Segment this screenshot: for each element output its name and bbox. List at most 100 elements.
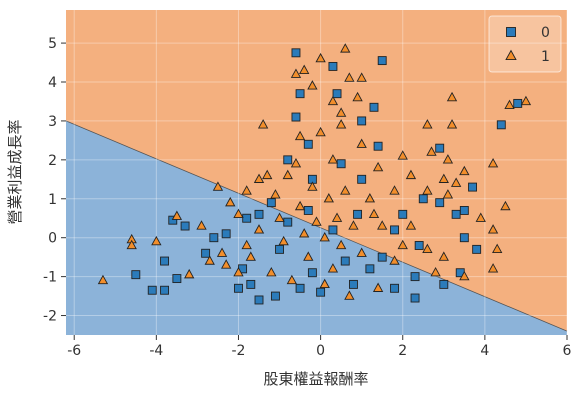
point <box>336 159 346 169</box>
point <box>172 274 182 284</box>
point <box>242 213 252 223</box>
point <box>357 116 367 126</box>
point <box>439 279 449 289</box>
point <box>365 264 375 274</box>
y-tick-label: -1 <box>43 270 57 286</box>
point <box>340 185 351 195</box>
point <box>168 215 178 225</box>
point <box>316 287 326 297</box>
point <box>294 130 306 141</box>
point <box>438 251 449 261</box>
point <box>257 119 269 129</box>
point <box>331 212 343 222</box>
point <box>151 235 162 246</box>
point <box>283 155 293 165</box>
point <box>245 251 256 261</box>
point <box>349 279 358 289</box>
point <box>274 212 285 222</box>
point <box>344 72 355 82</box>
point <box>254 295 264 305</box>
point <box>377 56 387 66</box>
point <box>283 217 293 227</box>
point <box>459 233 469 243</box>
point <box>97 274 109 285</box>
point <box>201 248 211 258</box>
point <box>126 239 137 250</box>
legend-label: 0 <box>541 25 550 41</box>
point <box>233 208 244 218</box>
point <box>294 200 306 211</box>
point <box>340 43 351 53</box>
point <box>414 241 424 250</box>
point <box>233 266 244 277</box>
point <box>451 209 461 219</box>
point <box>291 48 301 58</box>
point <box>513 98 523 108</box>
point <box>459 165 470 176</box>
point <box>171 210 183 220</box>
point <box>426 146 437 156</box>
point <box>328 225 338 235</box>
point <box>390 283 399 293</box>
point <box>410 272 420 282</box>
point <box>319 231 330 242</box>
y-axis-label: 營業利益成長率 <box>6 119 24 224</box>
point <box>389 185 400 195</box>
point <box>290 158 302 168</box>
point <box>282 169 293 180</box>
point <box>204 255 215 265</box>
point <box>311 216 322 226</box>
point <box>295 283 305 293</box>
point <box>291 112 301 122</box>
x-tick-label: 6 <box>563 343 572 359</box>
x-tick-label: -4 <box>149 343 163 359</box>
point <box>160 256 170 266</box>
point <box>327 154 339 164</box>
point <box>327 263 339 273</box>
point <box>500 200 511 211</box>
legend-marker <box>506 27 516 37</box>
point <box>303 139 313 149</box>
point <box>234 283 243 293</box>
point <box>442 189 454 199</box>
point <box>270 291 280 301</box>
point <box>492 243 503 254</box>
point <box>344 290 355 300</box>
point <box>335 239 347 250</box>
y-tick-label: 2 <box>48 153 57 169</box>
point <box>446 91 458 102</box>
point <box>397 239 408 250</box>
point <box>372 161 384 172</box>
point <box>220 259 232 269</box>
point <box>487 224 499 234</box>
x-tick-label: -2 <box>231 343 245 359</box>
x-tick-label: 0 <box>316 343 325 359</box>
point <box>472 244 482 254</box>
point <box>221 229 231 239</box>
point <box>435 143 445 153</box>
point <box>131 270 141 280</box>
legend-label: 1 <box>541 49 550 65</box>
point <box>368 208 380 218</box>
point <box>332 89 342 99</box>
point <box>468 182 477 192</box>
legend-box <box>488 15 562 73</box>
legend-marker <box>505 49 517 61</box>
y-tick-label: 0 <box>48 231 57 247</box>
y-tick-label: 4 <box>48 75 57 91</box>
point <box>446 119 458 129</box>
point <box>405 169 417 180</box>
point <box>390 225 399 235</box>
point <box>147 285 157 295</box>
point <box>459 205 469 215</box>
point <box>422 119 433 129</box>
point <box>397 150 408 160</box>
point <box>180 221 190 231</box>
point <box>266 266 277 277</box>
point <box>307 80 318 90</box>
point <box>335 119 347 129</box>
point <box>286 274 298 285</box>
point <box>353 209 363 219</box>
point <box>369 102 379 112</box>
